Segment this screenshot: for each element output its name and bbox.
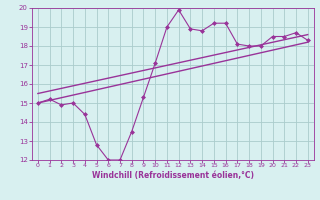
X-axis label: Windchill (Refroidissement éolien,°C): Windchill (Refroidissement éolien,°C) xyxy=(92,171,254,180)
